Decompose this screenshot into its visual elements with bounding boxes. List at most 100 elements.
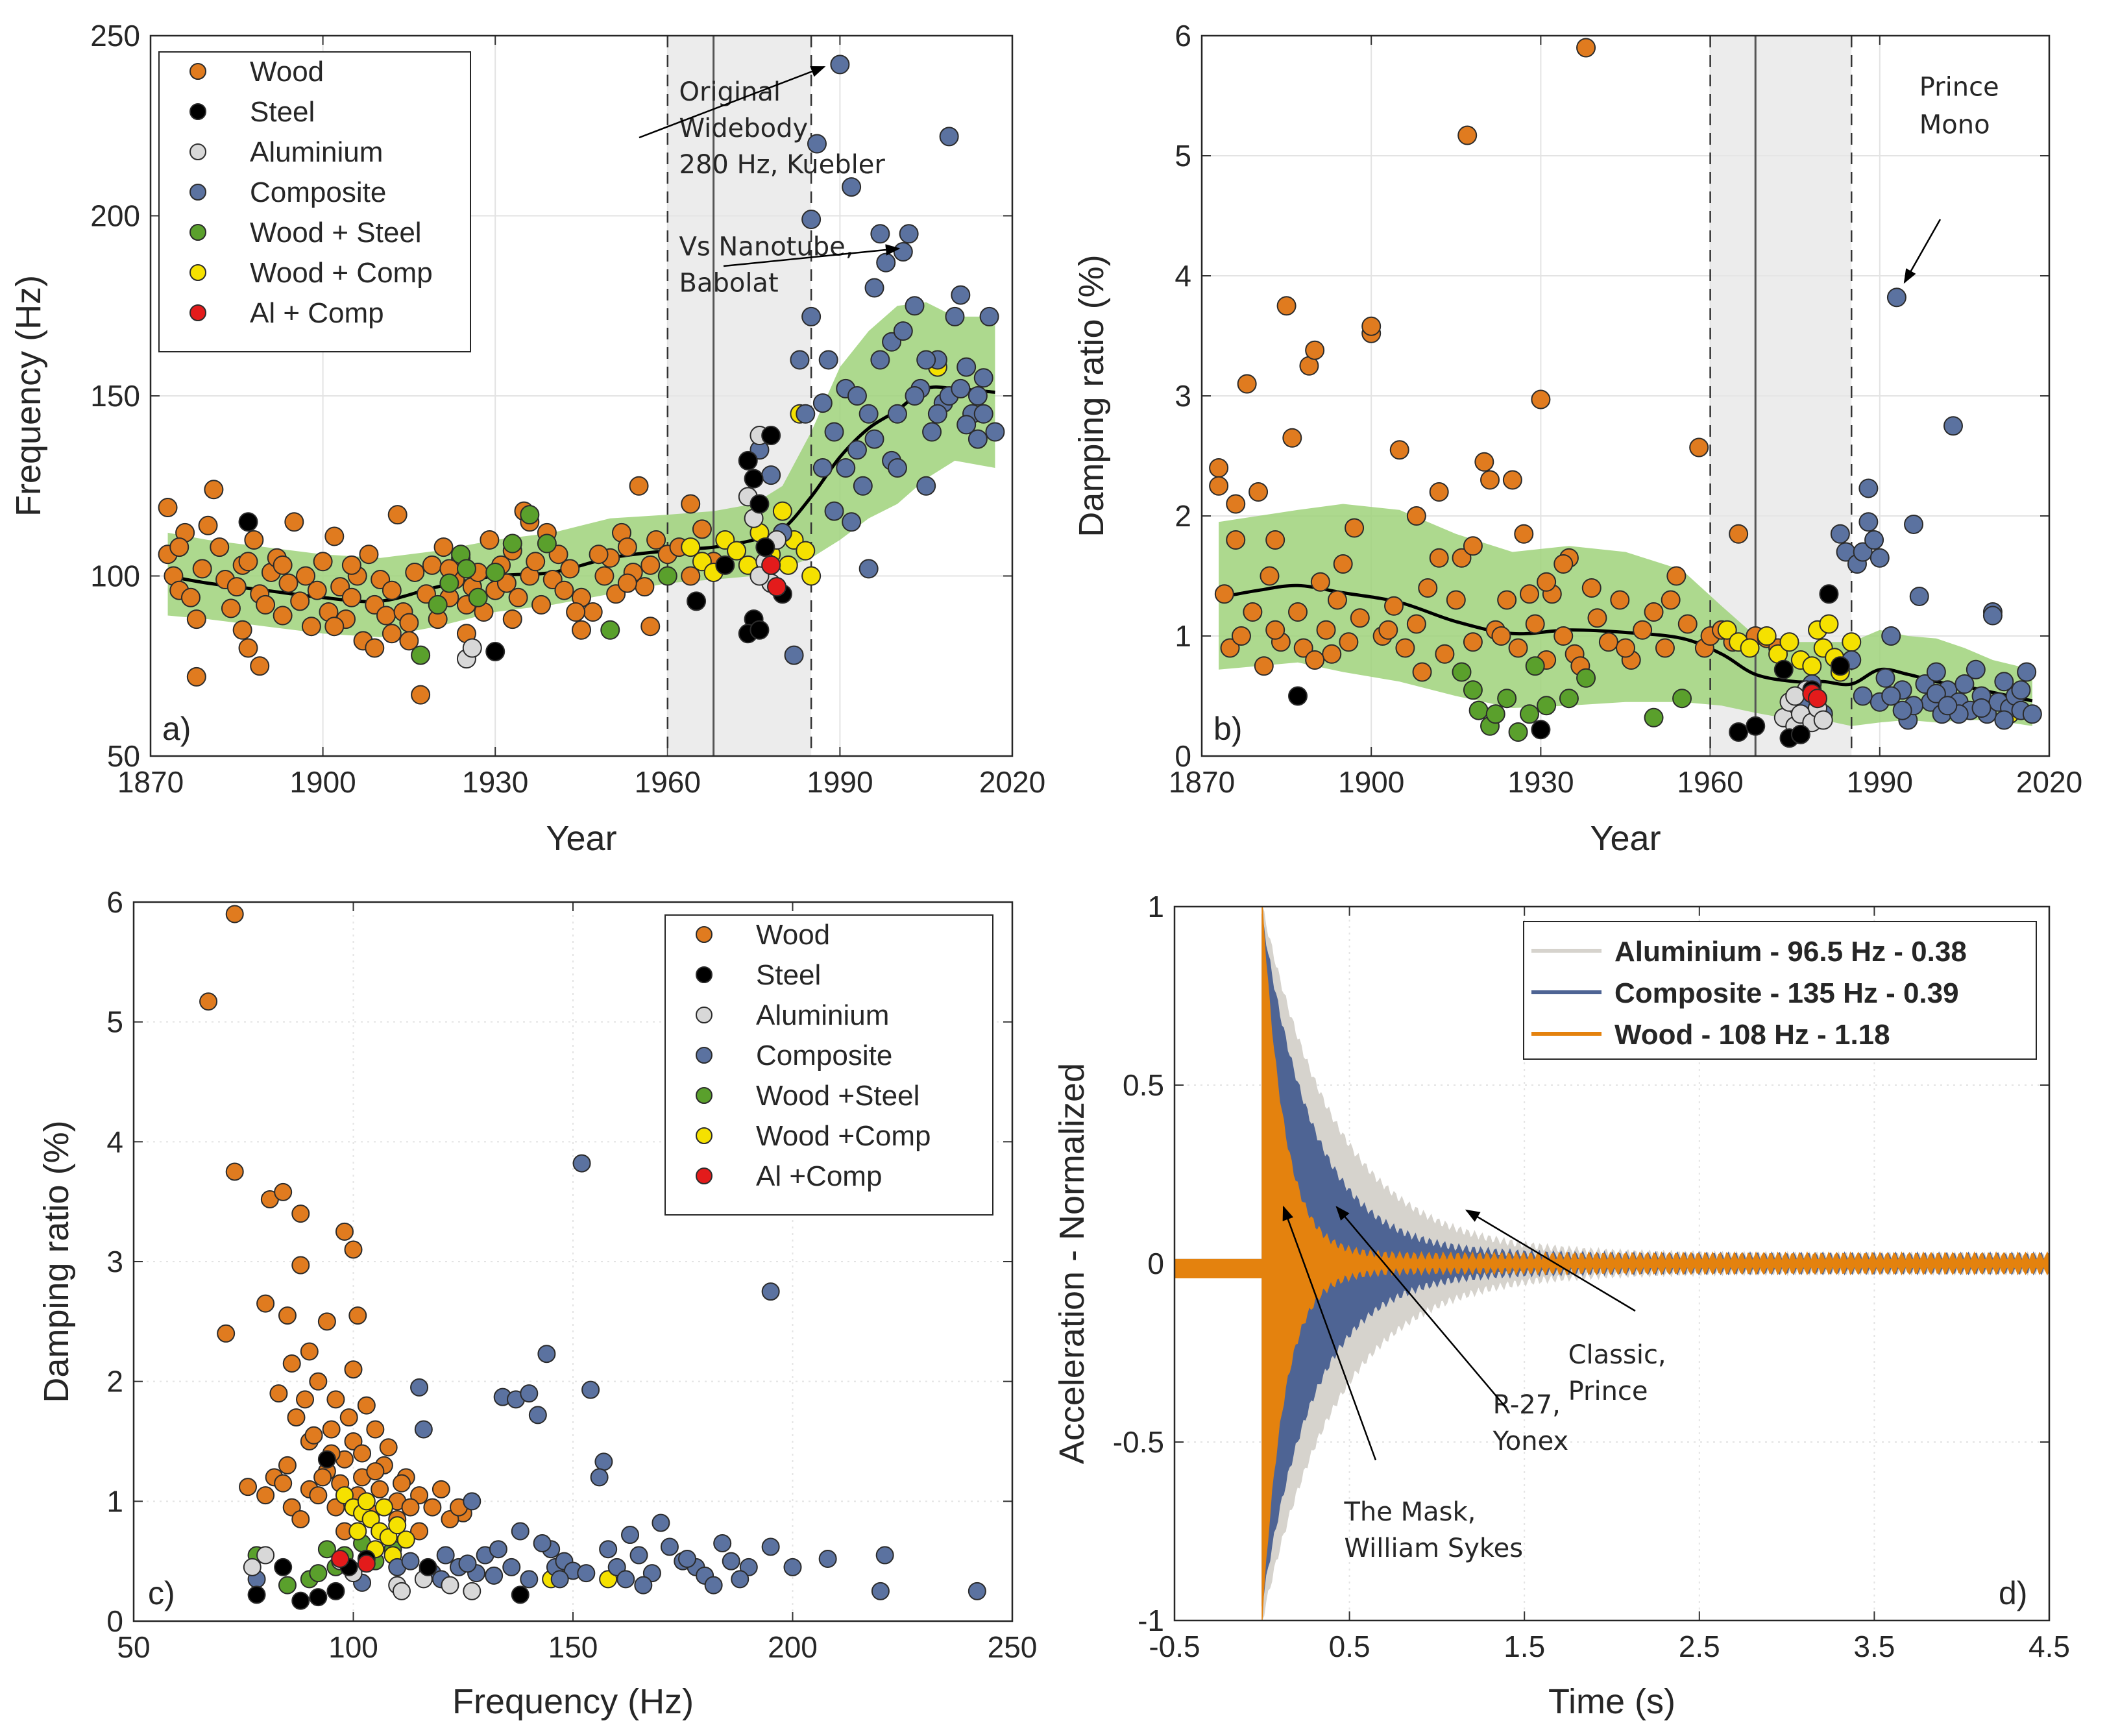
panel-label: b) xyxy=(1213,711,1242,747)
annotation: The Mask, William Sykes xyxy=(1344,1497,1524,1563)
point-composite xyxy=(796,404,816,424)
point-composite xyxy=(812,393,833,413)
point-composite xyxy=(893,242,913,262)
point-wood xyxy=(531,594,552,615)
y-tick-label: 2 xyxy=(1175,499,1191,533)
annotation-arrow xyxy=(723,244,901,267)
point-wood xyxy=(239,1478,258,1497)
point-wood xyxy=(300,1342,319,1361)
point-wood xyxy=(192,559,212,579)
point-composite xyxy=(731,1570,749,1589)
annotation-arrow xyxy=(1903,219,1942,284)
legend-marker-composite xyxy=(189,184,206,201)
point-wood xyxy=(640,617,661,637)
point-composite xyxy=(599,1540,618,1559)
point-wood xyxy=(392,1474,411,1493)
point-composite xyxy=(951,285,971,305)
point-wood xyxy=(1435,644,1455,664)
point-wood xyxy=(1537,572,1557,592)
point-wood xyxy=(1276,296,1297,316)
point-wood xyxy=(433,537,454,557)
point-wood-steel xyxy=(1644,707,1664,727)
point-composite xyxy=(824,422,844,442)
panel-c-damping-vs-frequency: 50 100 150 200 250 0 1 2 3 4 5 6 Wood Steel Aluminium C… xyxy=(37,885,1037,1721)
point-wood-steel xyxy=(278,1576,297,1595)
legend-label-aluminium: Aluminium - 96.5 Hz - 0.38 xyxy=(1614,936,1967,968)
point-wood xyxy=(1260,566,1280,586)
legend-marker-wood-steel xyxy=(189,224,206,241)
point-composite xyxy=(870,350,890,370)
x-tick-label: 1930 xyxy=(462,765,528,799)
point-composite xyxy=(847,440,867,460)
y-tick-label: 3 xyxy=(106,1245,123,1278)
legend-label-composite: Composite - 135 Hz - 0.39 xyxy=(1614,977,1959,1009)
point-wood-steel xyxy=(411,645,431,665)
point-wood xyxy=(278,1456,297,1474)
legend-marker-wood xyxy=(696,926,712,943)
point-composite xyxy=(784,645,804,665)
point-wood xyxy=(1248,482,1269,502)
point-composite xyxy=(1881,626,1901,646)
point-wood xyxy=(199,992,218,1011)
point-composite xyxy=(979,306,999,326)
point-wood xyxy=(681,494,701,514)
point-wood xyxy=(399,631,419,651)
point-wood xyxy=(1293,638,1313,658)
legend-marker-aluminium xyxy=(189,143,206,160)
tick-labels: -0.5 0.5 1.5 2.5 3.5 4.5-1-0.500.51 xyxy=(1113,890,2070,1663)
annotation-text: Prince xyxy=(1568,1376,1648,1406)
x-tick-label: 2020 xyxy=(2016,765,2082,799)
point-composite xyxy=(520,1570,539,1589)
point-al-comp xyxy=(1808,689,1828,709)
point-composite xyxy=(1853,542,1873,562)
point-wood xyxy=(1333,554,1353,574)
point-wood xyxy=(405,562,425,582)
point-wood xyxy=(158,498,178,518)
x-tick-label: 1870 xyxy=(1169,765,1235,799)
point-wood xyxy=(1350,608,1370,628)
point-steel xyxy=(485,642,505,662)
point-composite xyxy=(876,252,896,273)
point-wood xyxy=(1339,632,1359,652)
legend-label-steel: Steel xyxy=(250,96,315,128)
point-wood xyxy=(225,1162,244,1181)
point-wood xyxy=(225,905,244,923)
point-wood xyxy=(1265,620,1285,640)
point-composite xyxy=(629,1546,648,1565)
x-axis-title: Time (s) xyxy=(1548,1682,1675,1721)
point-composite xyxy=(722,1552,740,1571)
point-wood-comp xyxy=(1802,656,1822,676)
point-wood xyxy=(1497,590,1517,610)
axes-frame xyxy=(132,901,1014,1622)
point-wood xyxy=(309,1486,328,1505)
point-wood xyxy=(282,1354,301,1373)
point-wood xyxy=(371,1480,389,1498)
point-composite xyxy=(859,559,879,579)
legend-label-composite: Composite xyxy=(756,1040,892,1071)
point-composite xyxy=(414,1420,433,1439)
panel-label: d) xyxy=(1999,1575,2027,1611)
point-wood-steel xyxy=(1519,704,1539,724)
point-aluminium xyxy=(256,1546,275,1565)
point-wood xyxy=(692,519,712,539)
legend-box xyxy=(158,51,471,352)
point-composite xyxy=(1853,686,1873,706)
point-wood xyxy=(1553,626,1574,646)
legend-marker-steel xyxy=(189,103,206,120)
annotation-arrow xyxy=(1465,1209,1636,1312)
grid xyxy=(133,901,1013,1622)
point-steel xyxy=(291,1591,310,1610)
point-wood-steel xyxy=(1485,704,1505,724)
point-composite xyxy=(916,350,936,370)
y-axis-title: Damping ratio (%) xyxy=(1072,254,1111,537)
point-wood xyxy=(1412,662,1432,682)
point-steel xyxy=(317,1450,336,1469)
point-wood xyxy=(365,638,385,658)
point-composite xyxy=(761,1282,780,1301)
point-steel xyxy=(1288,686,1308,706)
point-composite xyxy=(1830,524,1850,544)
tick-labels: 1870 1900 1930 1960 1990 2020 50 100 150 200 250 xyxy=(90,19,1045,799)
point-wood xyxy=(304,1426,323,1445)
point-composite xyxy=(790,350,810,370)
tick-labels: 50 100 150 200 250 0 1 2 3 4 5 6 xyxy=(106,885,1037,1664)
